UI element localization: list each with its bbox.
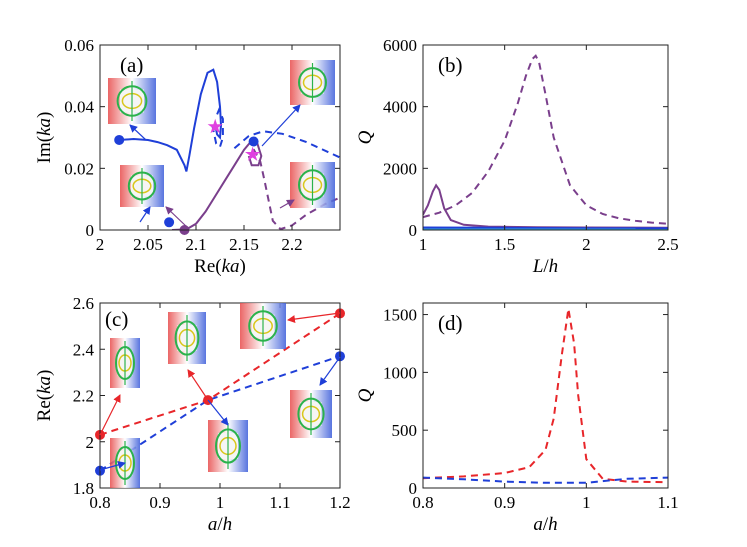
y-tick-label: 0.06 [64, 36, 94, 55]
data-marker [248, 136, 259, 147]
x-axis-label: a/h [208, 514, 232, 535]
x-tick-label: 2.5 [657, 235, 678, 254]
field-inset [108, 78, 156, 124]
series-line [211, 107, 224, 149]
y-tick-label: 2.6 [73, 294, 94, 313]
y-tick-label: 1000 [383, 363, 417, 382]
x-tick-label: 0.9 [494, 493, 515, 512]
callout-arrow [139, 206, 151, 223]
y-tick-label: 2 [86, 433, 95, 452]
x-tick-label: 0.8 [412, 493, 433, 512]
series-line [423, 308, 668, 484]
y-tick-label: 1.8 [73, 479, 94, 498]
x-tick-label: 2.15 [229, 235, 259, 254]
callout-arrow [165, 206, 189, 229]
axes-frame [99, 44, 341, 231]
x-axis-label: a/h [533, 514, 557, 535]
y-tick-label: 0 [409, 221, 418, 240]
series-line [171, 139, 263, 230]
series-line [100, 355, 340, 472]
callout-arrow [99, 461, 126, 471]
callout-arrow [129, 124, 147, 141]
y-axis-label: Re(ka) [34, 370, 55, 422]
y-tick-label: 2.4 [73, 340, 95, 359]
field-inset [290, 162, 335, 208]
x-tick-label: 1 [216, 493, 225, 512]
axes-frame [422, 44, 669, 231]
x-tick-label: 0.9 [149, 493, 170, 512]
y-axis-label: Q [355, 388, 376, 402]
field-inset [240, 303, 286, 349]
y-axis-label: Q [355, 130, 376, 144]
data-marker [164, 217, 175, 228]
x-tick-label: 1 [419, 235, 428, 254]
star-marker [245, 146, 261, 161]
field-inset [168, 312, 206, 364]
series-line [233, 130, 340, 159]
y-tick-label: 0.04 [64, 98, 94, 117]
x-tick-label: 0.8 [89, 493, 110, 512]
field-inset [290, 390, 332, 438]
x-axis-label: L/h [532, 256, 558, 277]
y-tick-label: 4000 [383, 98, 417, 117]
x-tick-label: 2.1 [185, 235, 206, 254]
star-marker [207, 118, 223, 134]
x-axis-label: Re(ka) [194, 256, 246, 277]
callout-arrow [279, 199, 295, 209]
callout-arrow [319, 356, 341, 386]
x-tick-label: 2 [582, 235, 591, 254]
y-axis-label: Im(ka) [34, 112, 55, 164]
y-tick-label: 0 [86, 221, 95, 240]
x-tick-label: 2.05 [133, 235, 163, 254]
panel-label: (c) [105, 307, 128, 331]
y-tick-label: 0.02 [64, 159, 94, 178]
y-tick-label: 0 [409, 479, 418, 498]
x-tick-label: 1.1 [657, 493, 678, 512]
x-tick-label: 1.5 [494, 235, 515, 254]
panel-1: 2 2.05 2.1 2.15 2.2 0 0.02 0.04 0.06 Re(ka) Im(ka)… [34, 36, 341, 277]
x-tick-label: 1.2 [329, 493, 350, 512]
panel-4: 0.8 0.9 1 1.1 0 500 1000 1500 a/h Q (d) [355, 302, 679, 535]
y-tick-label: 2000 [383, 159, 417, 178]
series-line [423, 183, 668, 229]
y-tick-label: 500 [392, 421, 418, 440]
field-inset [110, 338, 140, 388]
x-tick-label: 2 [96, 235, 105, 254]
panel-3: 0.8 0.9 1 1.1 1.2 1.8 2 2.2 2.4 2.6 a/h Re(ka) (c) [34, 294, 351, 535]
panel-label: (d) [438, 311, 463, 335]
field-inset [208, 420, 248, 472]
axes-frame [422, 302, 669, 489]
y-tick-label: 2.2 [73, 387, 94, 406]
callout-arrow [99, 394, 121, 436]
callout-arrow [207, 399, 229, 426]
y-tick-label: 1500 [383, 306, 417, 325]
panel-2: 1 1.5 2 2.5 0 2000 4000 6000 L/h Q (b) [355, 36, 679, 277]
x-tick-label: 1 [582, 493, 591, 512]
x-tick-label: 2.2 [281, 235, 302, 254]
panel-label: (a) [120, 53, 143, 77]
field-inset [290, 60, 335, 105]
series-line [423, 476, 668, 484]
data-marker [114, 134, 125, 145]
callout-arrow [261, 104, 301, 147]
y-tick-label: 6000 [383, 36, 417, 55]
callout-arrow [187, 369, 209, 401]
field-inset [120, 165, 164, 207]
callout-arrow [287, 312, 341, 324]
panel-label: (b) [438, 53, 463, 77]
series-line [423, 54, 668, 225]
x-tick-label: 1.1 [269, 493, 290, 512]
